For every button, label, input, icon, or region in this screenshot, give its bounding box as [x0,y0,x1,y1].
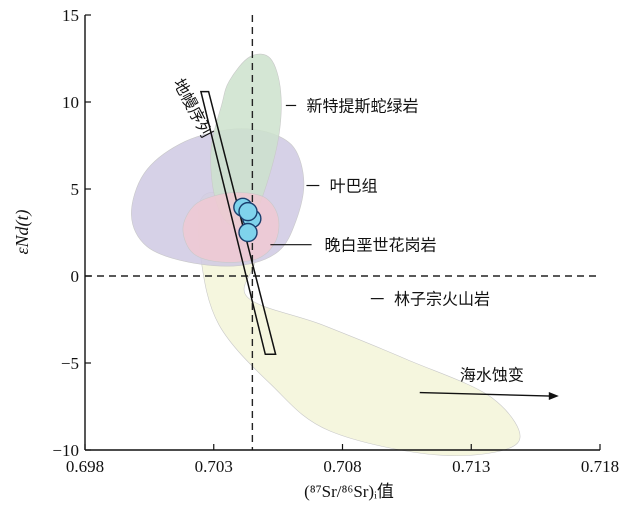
x-tick-label-0: 0.698 [66,457,104,476]
x-axis-title: (⁸⁷Sr/⁸⁶Sr)ᵢ值 [304,482,394,501]
y-tick-label-5: 15 [62,6,79,25]
data-point-2 [238,201,258,222]
tick-labels: 0.698 0.703 0.708 0.713 0.718 −10 −5 0 5 10 15 [52,6,619,476]
x-tick-label-4: 0.718 [581,457,619,476]
alteration-arrow-label: 海水蚀变 [460,365,524,384]
alteration-arrow-head [548,392,559,401]
annotation-label-2: 晚白垩世花岗岩 [324,236,436,255]
y-tick-label-0: −10 [52,441,79,460]
annotation-label-0: 新特提斯蛇绿岩 [306,96,418,115]
y-tick-label-2: 0 [71,267,80,286]
compositional-fields [131,53,521,456]
field-area-3 [182,192,280,263]
y-tick-label-3: 5 [71,180,80,199]
mantle-array-label: 地幔序列 [169,75,216,140]
alteration-arrow-line [419,391,551,397]
y-tick-label-4: 10 [62,93,79,112]
data-points [233,197,262,243]
x-tick-label-1: 0.703 [195,457,233,476]
x-tick-label-2: 0.708 [323,457,361,476]
y-tick-label-1: −5 [61,354,79,373]
annotation-label-1: 叶巴组 [330,177,378,196]
annotation-label-3: 林子宗火山岩 [394,290,490,309]
x-tick-label-3: 0.713 [452,457,490,476]
mantle-array-outline [199,90,277,356]
y-axis-title: εNd(t) [12,209,33,254]
data-point-3 [238,222,258,243]
